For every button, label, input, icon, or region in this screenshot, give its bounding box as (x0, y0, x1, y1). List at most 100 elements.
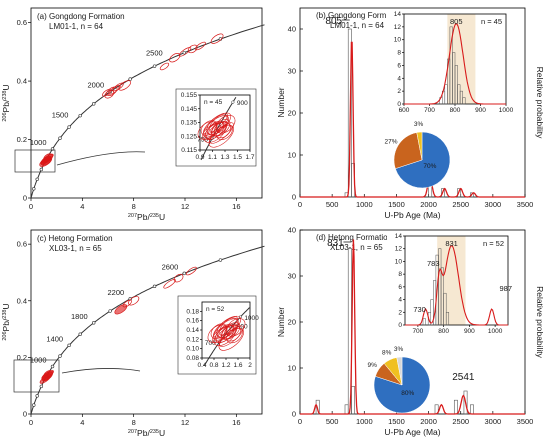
y2-axis-label: Relative probability (535, 286, 545, 359)
panel-subtitle: LM01-1, n = 64 (330, 21, 385, 30)
concordia-curve (30, 245, 265, 415)
x-tick-label: 1500 (388, 417, 405, 426)
inset-x-tick-label: 0.8 (209, 362, 218, 369)
age-label: 1000 (30, 138, 47, 147)
inset-x-tick-label: 800 (438, 328, 449, 335)
histogram-bar (315, 399, 320, 415)
zoom-box (13, 359, 60, 393)
data-ellipse (122, 299, 132, 308)
inset-y-tick-label: 2 (397, 88, 401, 95)
x-axis-label: U-Pb Age (Ma) (384, 427, 440, 437)
data-ellipse (169, 53, 181, 63)
panel-title: (b) Gongdong Formation (316, 11, 404, 20)
y-tick-label: 20 (288, 318, 296, 327)
x-tick-label: 1000 (356, 200, 373, 209)
y-axis-label: 206Pb/238U (1, 303, 11, 340)
inset-x-tick-label: 2 (248, 362, 252, 369)
age-marker (152, 284, 157, 289)
inset-y-tick-label: 0 (397, 101, 401, 108)
panel-title: (a) Gongdong Formation (37, 12, 125, 21)
panel-subtitle: XL03-1, n = 65 (49, 244, 102, 253)
inset-peak-label: 987 (500, 284, 513, 293)
x-tick-label: 16 (232, 418, 240, 427)
x-tick-label: 4 (80, 202, 84, 211)
panel-title: (c) Hetong Formation (37, 234, 113, 243)
data-ellipse (128, 296, 140, 306)
data-ellipse (163, 279, 176, 289)
histogram-bar (453, 399, 458, 415)
age-marker (67, 343, 71, 348)
inset-ellipse (197, 121, 218, 140)
data-ellipse (173, 273, 184, 283)
data-ellipse (39, 156, 53, 167)
x-tick-label: 12 (181, 418, 189, 427)
x-axis-label: U-Pb Age (Ma) (384, 210, 440, 220)
inset-n-label: n = 52 (483, 239, 504, 248)
data-ellipse (118, 80, 132, 91)
age-marker (152, 64, 157, 68)
inset-histogram-bar (443, 292, 447, 326)
inset-ellipse (213, 316, 238, 338)
inset-x-tick-label: 800 (450, 107, 461, 114)
pie-label: 8% (382, 349, 392, 356)
x-tick-label: 500 (326, 417, 339, 426)
inset-peak-label: 831 (445, 239, 458, 248)
inset-y-tick-label: 0.10 (186, 346, 199, 353)
inset-y-tick-label: 2 (398, 309, 402, 316)
inset-peak-label: 783 (427, 259, 440, 268)
age-marker (128, 77, 132, 81)
age-marker (182, 51, 186, 55)
y-axis-label: 206Pb/238U (1, 84, 11, 121)
plot-frame (30, 7, 263, 199)
inset-x-tick-label: 700 (424, 107, 435, 114)
inset-ellipse (211, 326, 231, 343)
inset-frame (404, 235, 509, 326)
age-marker (39, 384, 44, 389)
inset-ellipse (223, 324, 241, 342)
age-marker (58, 354, 62, 358)
pie-slice (416, 131, 423, 161)
panel-subtitle: XL03-1, n = 65 (330, 243, 383, 252)
age-marker (92, 102, 96, 106)
inset-y-tick-label: 12 (394, 24, 402, 31)
age-label: 2600 (162, 262, 179, 271)
y-axis-label-text: 206Pb/238U (1, 303, 11, 340)
x-axis-label-text: 207Pb/235U (128, 428, 165, 438)
data-ellipse (159, 62, 170, 71)
inset-peak-label: 805 (450, 17, 463, 26)
inset-y-tick-label: 0.16 (186, 318, 199, 325)
data-ellipse (178, 47, 192, 57)
age-label: 2000 (87, 81, 104, 90)
zoom-arrow (61, 368, 141, 374)
y-tick-label: 10 (288, 364, 296, 373)
pie-label: 80% (401, 390, 414, 397)
inset-y-tick-label: 4 (397, 75, 401, 82)
inset-x-tick-label: 1.3 (220, 154, 229, 161)
inset-x-tick-label: 1.7 (245, 154, 254, 161)
y-tick-label: 0.6 (17, 18, 27, 27)
peak-band (437, 236, 466, 325)
inset-age-label: 900 (237, 100, 248, 107)
y-tick-label: 0 (23, 410, 27, 419)
pie-label: 3% (414, 121, 424, 128)
pie-label: 70% (423, 163, 436, 170)
y-tick-label: 0.4 (17, 296, 27, 305)
x-tick-label: 3500 (517, 417, 534, 426)
inset-x-tick-label: 1.6 (233, 362, 242, 369)
x-tick-label: 8 (132, 202, 136, 211)
age-label: 2500 (146, 49, 163, 58)
inset-ellipse (203, 112, 228, 135)
inset-n-label: n = 52 (206, 306, 225, 313)
data-ellipse (185, 266, 197, 276)
inset-ellipse (208, 124, 234, 148)
age-label: 1500 (52, 110, 69, 119)
x-tick-label: 0 (298, 200, 302, 209)
inset-y-tick-label: 0.145 (181, 106, 198, 113)
age-marker (39, 167, 44, 172)
age-label: 1400 (46, 334, 63, 343)
x-tick-label: 2500 (452, 417, 469, 426)
inset-histogram-bar (422, 318, 426, 326)
age-marker (108, 309, 112, 313)
y2-axis-label: Relative probability (535, 67, 545, 140)
y-tick-label: 0.2 (17, 353, 27, 362)
